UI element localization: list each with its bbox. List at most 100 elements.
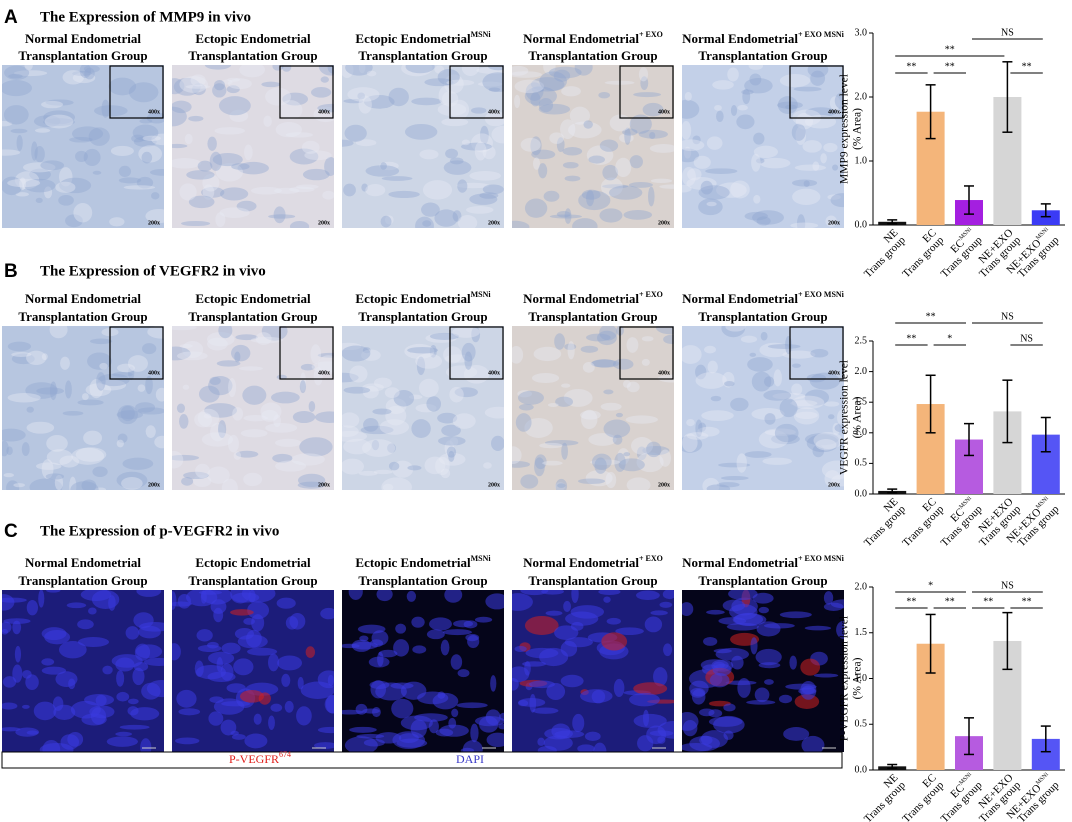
texture	[361, 183, 368, 192]
texture	[525, 82, 544, 101]
texture	[582, 361, 595, 373]
texture	[474, 616, 493, 623]
texture	[452, 326, 481, 338]
texture	[549, 132, 564, 144]
texture	[642, 709, 650, 727]
texture	[730, 104, 738, 116]
texture	[46, 449, 73, 466]
texture	[637, 735, 654, 752]
texture	[366, 70, 377, 77]
texture	[754, 687, 770, 703]
texture	[273, 414, 281, 428]
texture	[617, 448, 630, 465]
texture	[790, 400, 818, 407]
texture	[440, 468, 451, 479]
texture	[457, 669, 470, 678]
texture	[767, 344, 801, 349]
texture	[774, 423, 799, 443]
texture	[371, 630, 389, 646]
texture	[54, 474, 64, 490]
texture	[29, 168, 51, 181]
texture	[490, 675, 497, 692]
texture	[764, 413, 776, 425]
texture	[237, 161, 269, 175]
texture	[429, 332, 460, 340]
texture	[49, 381, 57, 401]
texture	[2, 440, 9, 457]
significance-label: **	[945, 596, 955, 607]
texture	[682, 435, 703, 453]
texture	[97, 373, 130, 387]
texture	[649, 144, 674, 153]
texture	[591, 453, 612, 470]
texture	[327, 674, 334, 687]
texture	[71, 447, 105, 465]
texture	[772, 392, 806, 400]
texture	[539, 442, 563, 449]
texture	[281, 65, 292, 72]
y-tick-label: 1.0	[855, 673, 868, 684]
texture	[204, 403, 238, 418]
y-tick-label: 0.5	[855, 719, 868, 730]
texture	[539, 71, 568, 91]
texture	[718, 462, 751, 468]
texture	[763, 376, 775, 387]
texture	[624, 127, 631, 145]
texture	[518, 403, 534, 411]
texture	[641, 336, 654, 342]
texture	[687, 168, 702, 181]
texture	[697, 426, 720, 437]
texture	[832, 423, 840, 435]
texture	[691, 689, 706, 705]
column-header: Normal Endometrial	[25, 31, 141, 46]
texture	[794, 164, 827, 171]
texture	[176, 351, 208, 361]
texture	[443, 74, 464, 94]
texture	[556, 137, 565, 152]
texture	[14, 171, 40, 190]
texture	[609, 114, 632, 132]
texture	[24, 178, 56, 193]
texture	[418, 378, 439, 398]
texture	[813, 673, 839, 678]
column-header: Transplantation Group	[698, 573, 827, 588]
texture	[175, 737, 200, 745]
texture	[412, 645, 427, 654]
texture	[706, 201, 717, 207]
texture	[71, 126, 104, 142]
texture	[714, 104, 722, 111]
texture	[581, 409, 598, 430]
texture	[599, 208, 623, 223]
texture	[461, 65, 480, 76]
texture	[172, 143, 188, 149]
micrograph: 400x 200x	[512, 326, 674, 490]
texture	[793, 86, 822, 92]
texture	[297, 676, 304, 690]
texture	[155, 387, 164, 402]
texture	[692, 135, 701, 145]
texture	[533, 346, 562, 362]
texture	[11, 351, 32, 358]
texture	[562, 147, 583, 156]
texture	[590, 459, 621, 466]
micrograph	[2, 590, 164, 752]
texture	[832, 164, 839, 171]
column-header-main: Ectopic Endometrial	[355, 31, 471, 46]
texture	[633, 682, 668, 695]
texture	[441, 117, 469, 127]
texture	[424, 78, 454, 87]
texture	[744, 78, 773, 94]
magnification: 200x	[658, 220, 670, 226]
texture	[372, 408, 392, 415]
texture	[127, 706, 139, 716]
micrograph-bg	[512, 65, 674, 228]
texture	[409, 394, 423, 400]
y-tick-label: 2.0	[855, 91, 868, 102]
texture	[34, 128, 51, 133]
texture	[603, 389, 614, 395]
texture	[682, 433, 698, 453]
texture	[445, 365, 478, 379]
texture	[565, 611, 599, 626]
texture	[81, 479, 97, 490]
texture	[8, 73, 23, 79]
